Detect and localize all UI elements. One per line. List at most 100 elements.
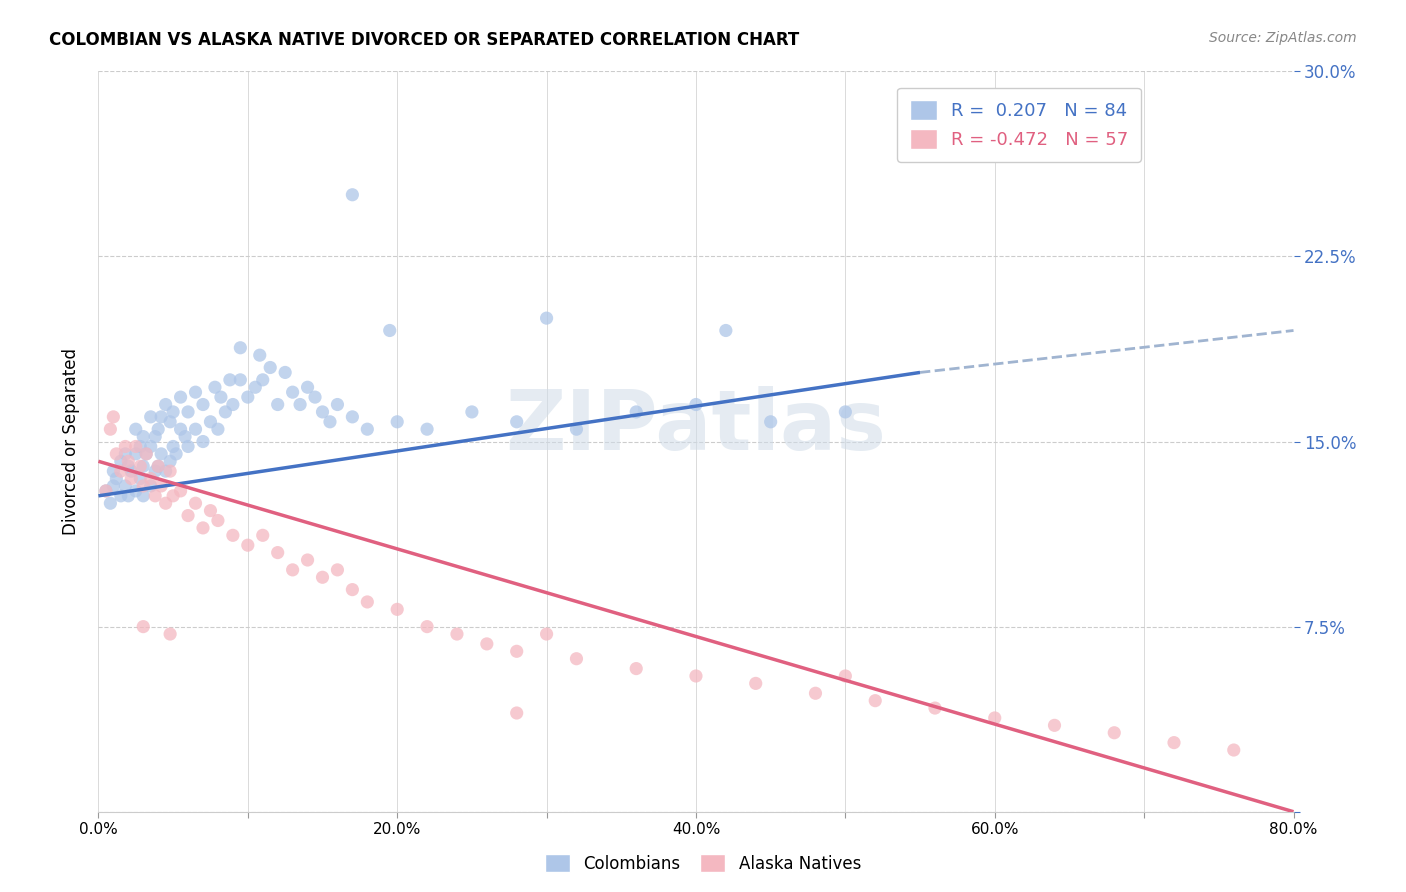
- Point: [143, 489, 166, 503]
- Point: [506, 415, 529, 429]
- Point: [105, 447, 128, 461]
- Point: [626, 405, 648, 419]
- Y-axis label: Divorced or Separated: Divorced or Separated: [62, 348, 80, 535]
- Point: [281, 563, 304, 577]
- Point: [714, 324, 737, 338]
- Point: [356, 422, 378, 436]
- Point: [98, 422, 122, 436]
- Point: [214, 405, 236, 419]
- Point: [304, 390, 326, 404]
- Point: [103, 464, 125, 478]
- Point: [177, 405, 200, 419]
- Point: [155, 464, 177, 478]
- Point: [288, 398, 311, 412]
- Point: [103, 409, 125, 424]
- Point: [184, 496, 207, 510]
- Point: [132, 429, 155, 443]
- Point: [132, 619, 155, 633]
- Point: [311, 405, 333, 419]
- Legend: R =  0.207   N = 84, R = -0.472   N = 57: R = 0.207 N = 84, R = -0.472 N = 57: [897, 87, 1142, 161]
- Point: [865, 694, 887, 708]
- Point: [759, 415, 782, 429]
- Point: [326, 563, 349, 577]
- Point: [177, 508, 200, 523]
- Point: [385, 602, 409, 616]
- Point: [117, 459, 139, 474]
- Point: [565, 651, 588, 665]
- Point: [297, 380, 319, 394]
- Point: [132, 479, 155, 493]
- Point: [252, 373, 274, 387]
- Point: [155, 398, 177, 412]
- Point: [125, 440, 148, 454]
- Point: [219, 373, 242, 387]
- Point: [110, 454, 132, 468]
- Point: [120, 471, 142, 485]
- Point: [159, 627, 181, 641]
- Point: [125, 447, 148, 461]
- Point: [506, 706, 529, 720]
- Point: [311, 570, 333, 584]
- Point: [1163, 736, 1185, 750]
- Text: ZIPatlas: ZIPatlas: [506, 386, 886, 467]
- Point: [281, 385, 304, 400]
- Point: [174, 429, 197, 443]
- Point: [536, 627, 558, 641]
- Point: [342, 187, 364, 202]
- Point: [129, 440, 152, 454]
- Point: [984, 711, 1007, 725]
- Point: [103, 479, 125, 493]
- Point: [252, 528, 274, 542]
- Point: [342, 409, 364, 424]
- Point: [209, 390, 232, 404]
- Point: [139, 409, 162, 424]
- Point: [475, 637, 498, 651]
- Point: [342, 582, 364, 597]
- Point: [117, 489, 139, 503]
- Point: [143, 429, 166, 443]
- Point: [162, 489, 184, 503]
- Point: [110, 489, 132, 503]
- Point: [191, 434, 214, 449]
- Point: [207, 514, 229, 528]
- Point: [297, 553, 319, 567]
- Point: [184, 385, 207, 400]
- Point: [125, 483, 148, 498]
- Point: [150, 409, 173, 424]
- Point: [135, 447, 157, 461]
- Point: [536, 311, 558, 326]
- Point: [135, 447, 157, 461]
- Point: [162, 440, 184, 454]
- Point: [148, 459, 170, 474]
- Point: [804, 686, 827, 700]
- Point: [207, 422, 229, 436]
- Point: [229, 373, 252, 387]
- Text: COLOMBIAN VS ALASKA NATIVE DIVORCED OR SEPARATED CORRELATION CHART: COLOMBIAN VS ALASKA NATIVE DIVORCED OR S…: [49, 31, 800, 49]
- Point: [385, 415, 409, 429]
- Point: [274, 366, 297, 380]
- Point: [169, 483, 191, 498]
- Point: [184, 422, 207, 436]
- Point: [236, 390, 259, 404]
- Point: [110, 464, 132, 478]
- Point: [626, 662, 648, 676]
- Text: Source: ZipAtlas.com: Source: ZipAtlas.com: [1209, 31, 1357, 45]
- Point: [169, 390, 191, 404]
- Point: [165, 447, 187, 461]
- Point: [924, 701, 946, 715]
- Point: [129, 471, 152, 485]
- Point: [177, 440, 200, 454]
- Point: [132, 459, 155, 474]
- Point: [191, 398, 214, 412]
- Point: [446, 627, 468, 641]
- Point: [685, 669, 707, 683]
- Point: [229, 341, 252, 355]
- Point: [200, 503, 222, 517]
- Point: [143, 464, 166, 478]
- Point: [834, 669, 856, 683]
- Point: [222, 398, 245, 412]
- Legend: Colombians, Alaska Natives: Colombians, Alaska Natives: [538, 847, 868, 880]
- Point: [416, 619, 439, 633]
- Point: [326, 398, 349, 412]
- Point: [506, 644, 529, 658]
